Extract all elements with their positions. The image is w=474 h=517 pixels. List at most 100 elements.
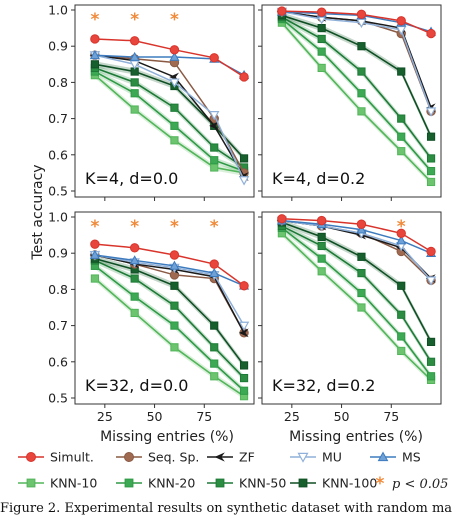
x-axis-label-left: Missing entries (%) — [100, 429, 234, 445]
data-point — [239, 154, 249, 163]
data-point — [210, 163, 219, 172]
data-point — [209, 259, 219, 269]
data-point — [129, 60, 140, 70]
legend-marker — [297, 452, 309, 463]
data-point — [89, 249, 100, 259]
data-point — [209, 53, 219, 63]
x-axis-label-right: Missing entries (%) — [289, 429, 423, 445]
data-point — [397, 132, 406, 141]
data-point — [209, 111, 220, 121]
series-mu — [89, 51, 250, 186]
series-knn-50 — [90, 63, 249, 172]
data-point — [396, 228, 406, 238]
data-point — [356, 224, 367, 234]
data-point — [210, 321, 219, 330]
data-point — [317, 63, 326, 73]
legend-marker — [26, 452, 36, 462]
series-knn-20 — [90, 261, 249, 395]
legend-marker — [124, 452, 134, 462]
y-tick-label: 0.6 — [48, 147, 68, 162]
data-point — [316, 7, 327, 17]
legend-label: Simult. — [50, 450, 94, 465]
y-tick-label: 0.5 — [48, 184, 68, 199]
data-point — [239, 281, 249, 291]
data-point — [357, 288, 366, 298]
data-point — [396, 235, 407, 245]
data-point — [357, 42, 366, 51]
data-point — [317, 267, 326, 276]
data-point — [356, 18, 367, 29]
panels: 0.50.60.70.80.91.0***K=4, d=0.0**K=4, d=… — [48, 3, 442, 424]
legend-label: MU — [322, 450, 342, 465]
legend-label: MS — [402, 450, 421, 465]
significance-marker: * — [376, 474, 385, 494]
data-point — [425, 276, 437, 286]
panel-label: K=4, d=0.2 — [272, 169, 365, 188]
significance-marker: * — [397, 217, 406, 237]
data-point — [357, 252, 366, 261]
data-point — [210, 156, 219, 165]
legend-marker — [124, 478, 134, 488]
y-tick-label: 0.9 — [48, 39, 68, 54]
data-point — [397, 114, 406, 123]
legend: Simult. Seq. Sp. ZF MU MS KNN-10 KNN-20 KNN-50 K… — [18, 450, 448, 494]
data-point — [129, 243, 140, 253]
legend-label: KNN-100 — [322, 476, 377, 491]
data-point — [396, 25, 407, 36]
y-tick-label: 1.0 — [48, 3, 68, 18]
data-point — [169, 260, 180, 270]
y-tick-label: 0.8 — [48, 282, 68, 297]
series-knn-10 — [277, 229, 436, 384]
series-knn-10 — [90, 274, 249, 401]
confidence-band — [94, 64, 245, 171]
data-point — [169, 78, 180, 88]
data-point — [357, 303, 366, 312]
significance-marker: * — [90, 10, 99, 30]
data-point — [169, 51, 180, 61]
y-tick-label: 0.7 — [48, 111, 68, 126]
data-point — [317, 241, 326, 251]
series-simult — [277, 214, 436, 257]
confidence-band — [94, 257, 245, 382]
legend-label: KNN-20 — [148, 476, 195, 491]
data-point — [397, 346, 406, 356]
significance-marker: * — [90, 217, 99, 237]
data-point — [169, 45, 180, 55]
data-point — [130, 105, 139, 114]
data-point — [317, 232, 326, 242]
data-point — [209, 267, 220, 277]
panel-label: K=32, d=0.0 — [85, 376, 188, 395]
data-point — [170, 343, 179, 352]
confidence-band — [94, 275, 245, 400]
x-tick-label: 25 — [284, 409, 300, 424]
series-knn-20 — [277, 223, 436, 381]
legend-marker — [215, 478, 225, 488]
y-tick-label: 1.0 — [48, 210, 68, 225]
legend-item-simult: Simult. — [18, 450, 94, 465]
legend-item-knn-50: KNN-50 — [207, 476, 286, 491]
data-point — [89, 50, 100, 60]
panel-2: **K=4, d=0.2 — [258, 4, 442, 201]
y-tick-label: 0.5 — [48, 391, 68, 406]
data-point — [426, 337, 436, 346]
data-point — [317, 47, 326, 56]
x-tick-label: 50 — [334, 409, 350, 424]
legend-item-seq-sp: Seq. Sp. — [116, 450, 199, 465]
data-point — [426, 132, 436, 141]
data-point — [277, 214, 287, 224]
data-point — [170, 136, 179, 145]
legend-label: KNN-10 — [50, 476, 97, 491]
panel-label: K=32, d=0.2 — [272, 376, 375, 395]
y-tick-label: 0.9 — [48, 246, 68, 261]
data-point — [317, 24, 326, 33]
legend-marker — [26, 478, 36, 488]
significance-marker: * — [170, 217, 179, 237]
x-tick-label: 50 — [147, 409, 163, 424]
legend-item-knn-20: KNN-20 — [116, 476, 195, 491]
data-point — [130, 274, 139, 283]
data-point — [239, 72, 249, 82]
data-point — [170, 301, 179, 310]
data-point — [426, 177, 436, 187]
data-point — [90, 239, 100, 249]
data-point — [130, 89, 139, 98]
